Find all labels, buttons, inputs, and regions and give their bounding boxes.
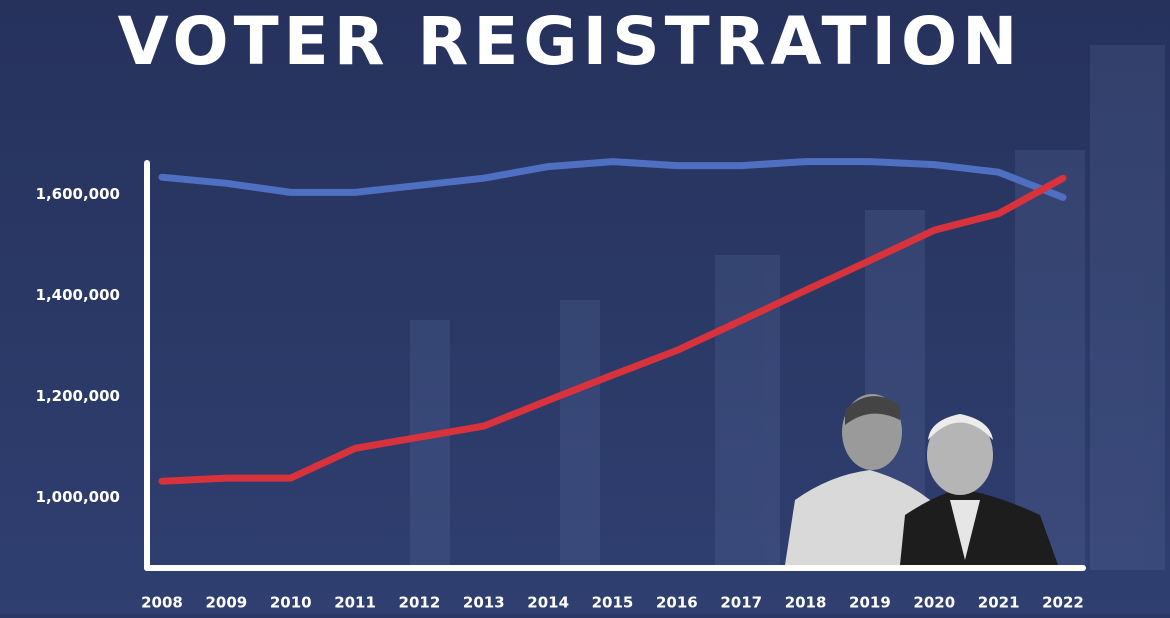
photo	[785, 394, 1058, 565]
x-tick-label: 2013	[463, 594, 505, 612]
x-tick-label: 2009	[205, 594, 247, 612]
x-tick-label: 2017	[720, 594, 762, 612]
y-tick-label: 1,400,000	[36, 286, 120, 304]
chart-title: VOTER REGISTRATION	[118, 3, 1023, 80]
x-tick-label: 2020	[913, 594, 955, 612]
x-tick-label: 2016	[656, 594, 698, 612]
x-tick-label: 2014	[527, 594, 569, 612]
y-tick-label: 1,200,000	[36, 387, 120, 405]
x-tick-label: 2012	[399, 594, 441, 612]
x-tick-label: 2019	[849, 594, 891, 612]
x-tick-label: 2015	[592, 594, 634, 612]
series-line	[158, 158, 1067, 201]
x-tick-label: 2018	[785, 594, 827, 612]
x-tick-label: 2011	[334, 594, 376, 612]
x-tick-label: 2022	[1042, 594, 1084, 612]
x-tick-label: 2010	[270, 594, 312, 612]
y-tick-label: 1,600,000	[36, 185, 120, 203]
x-tick-label: 2008	[141, 594, 183, 612]
x-tick-label: 2021	[978, 594, 1020, 612]
y-tick-label: 1,000,000	[36, 488, 120, 506]
series-line	[158, 174, 1067, 485]
